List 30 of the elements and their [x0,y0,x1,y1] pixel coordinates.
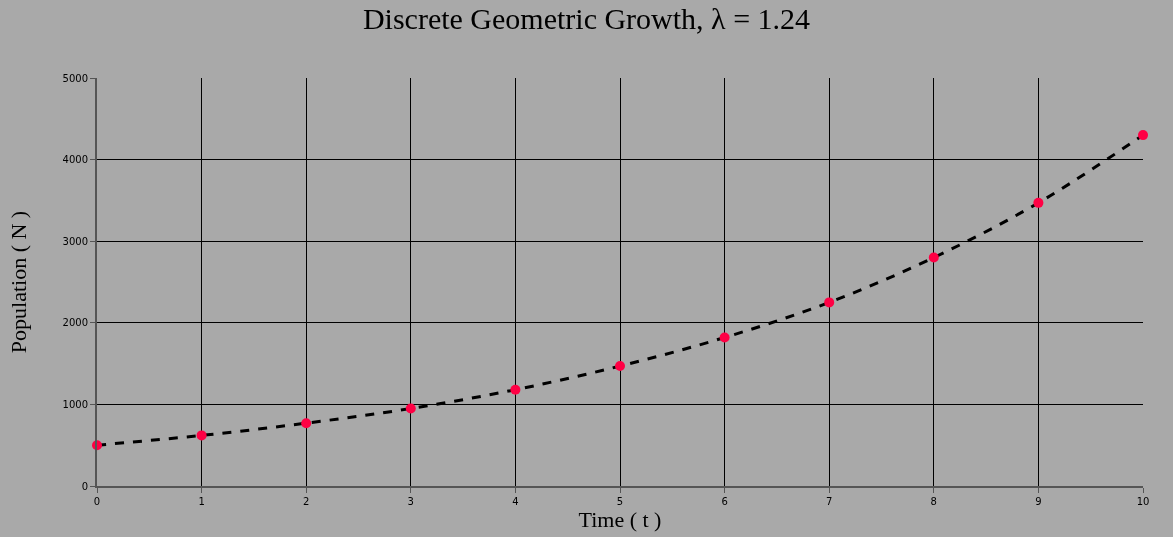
x-tick-label: 1 [198,496,205,507]
x-tick-label: 5 [616,496,624,507]
x-tick-label: 9 [1035,496,1042,507]
x-tick-label: 10 [1136,496,1150,507]
x-tick-label: 7 [826,496,833,507]
chart-title: Discrete Geometric Growth, λ = 1.24 [362,2,811,36]
point [615,361,625,372]
point [928,252,939,263]
y-tick-label: 4000 [62,154,88,166]
y-tick-label: 5000 [62,72,88,84]
point [196,430,207,441]
point [1033,197,1044,208]
x-tick-label: 8 [930,496,937,507]
x-tick-label: 3 [407,496,414,507]
point [510,384,521,395]
x-tick-label: 2 [303,496,310,507]
point [719,332,730,343]
y-axis-title: Population ( N ) [5,210,31,354]
y-tick-label: 3000 [62,235,88,247]
y-tick-label: 2000 [62,317,88,329]
y-tick-label: 0 [81,480,88,492]
x-tick-label: 4 [512,496,519,507]
y-tick-label: 1000 [62,398,88,410]
point [301,418,312,429]
x-axis-title: Time ( t ) [578,507,662,533]
point [1138,130,1148,141]
point [824,297,835,308]
point [405,403,416,414]
x-tick-label: 6 [721,496,728,507]
x-tick-label: 0 [93,496,101,507]
